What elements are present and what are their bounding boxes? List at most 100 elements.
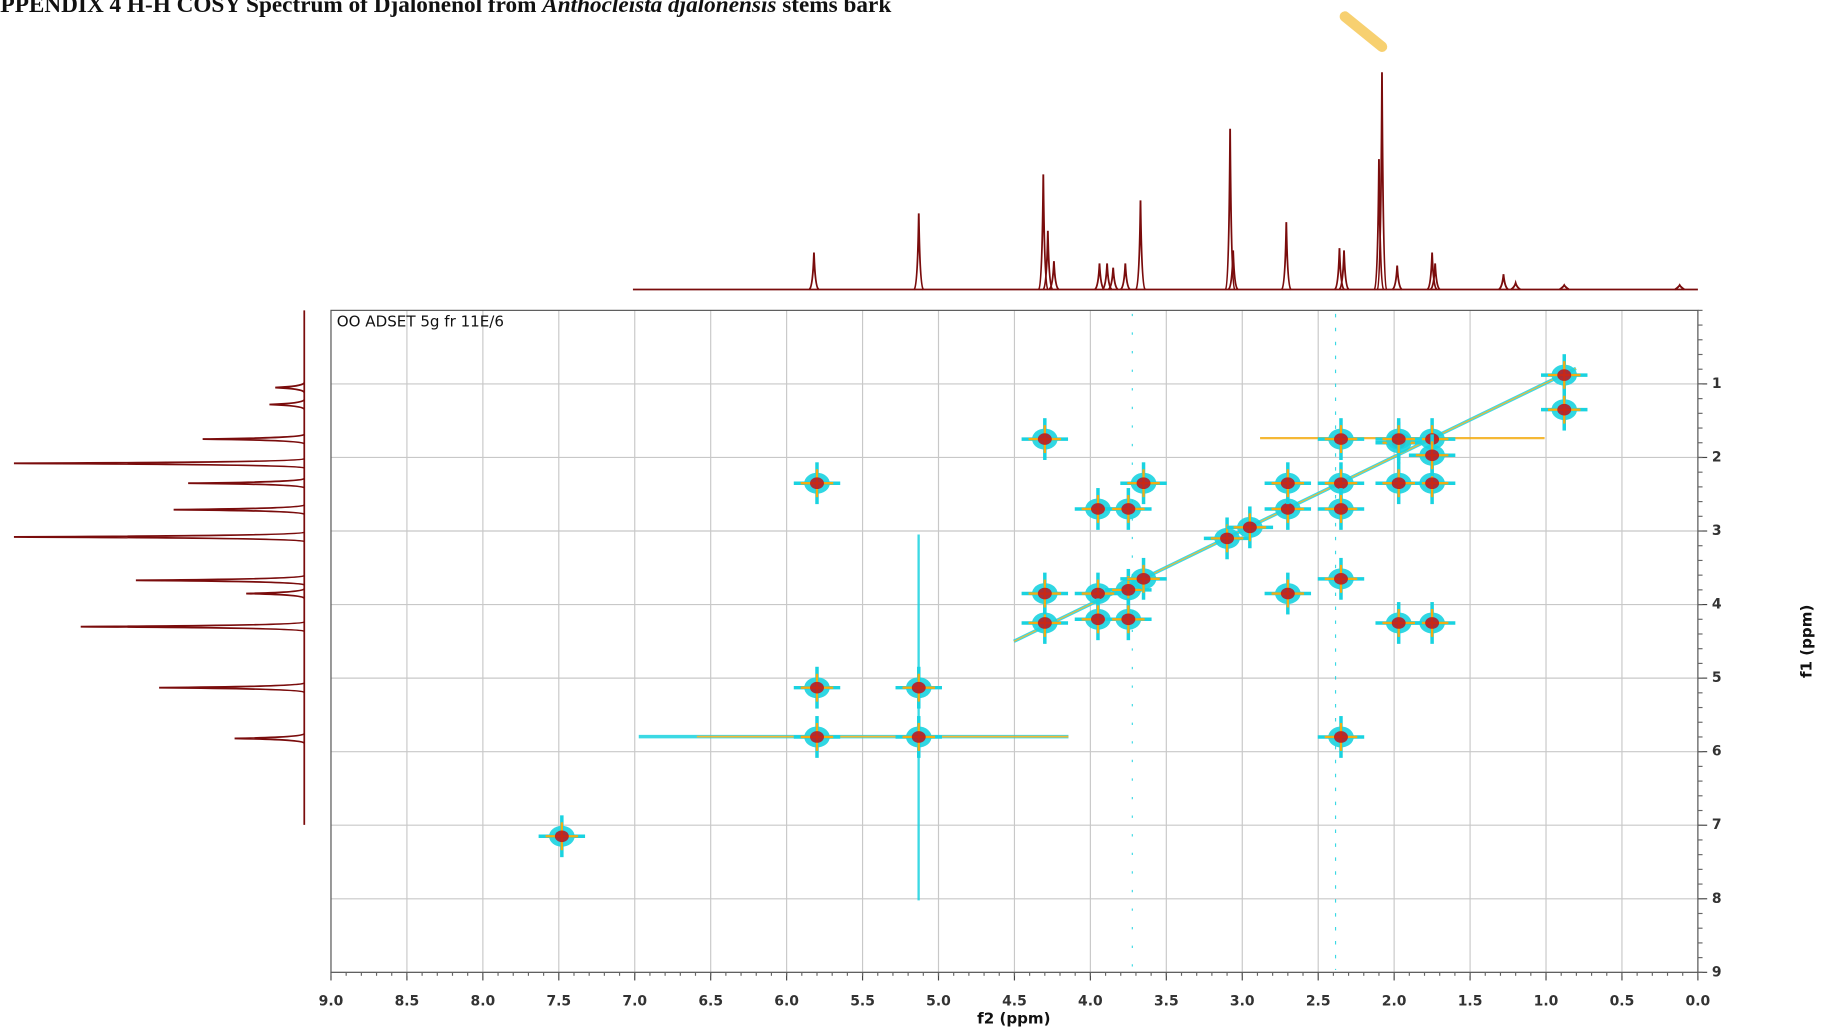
x-tick-label: 4.0 [1078,993,1103,1009]
cross-peak [793,462,841,505]
y-tick-label: 7 [1712,817,1722,833]
peak-core [1091,613,1105,626]
peak-core [1391,433,1406,445]
left-projection-peak [269,399,306,410]
peak-core [1334,573,1348,585]
x-tick-label: 5.5 [850,993,875,1009]
y-tick-label: 5 [1712,670,1722,686]
x-tick-label: 4.5 [1002,993,1027,1009]
cross-peak [1375,418,1422,460]
left-projection-peak [13,457,306,469]
top-projection-peak [1334,248,1345,291]
y-tick-label: 9 [1712,964,1722,980]
top-projection-peak [1042,230,1054,291]
peak-core [1037,617,1052,629]
peak-core [1391,617,1406,629]
top-projection-peak [1559,283,1570,291]
y-axis-label: f1 (ppm) [1798,605,1816,678]
x-tick-label: 5.0 [926,993,951,1009]
cross-peak [1375,462,1422,505]
peak-core [1220,532,1235,545]
x-tick-label: 3.5 [1154,993,1179,1009]
peak-core [1121,503,1136,515]
y-tick-label: 3 [1712,523,1722,539]
peak-core [1136,477,1151,490]
x-tick-label: 7.0 [622,993,647,1009]
y-tick-label: 8 [1712,891,1722,907]
peak-core [1334,503,1348,515]
peak-core [1280,587,1295,600]
annotation: OO ADSET 5g fr 11E/6 [337,312,504,330]
peak-core [1091,587,1105,600]
peak-core [1557,403,1572,416]
top-projection-peak [1048,261,1060,291]
peak-core [911,731,926,743]
top-projection-peak [1510,279,1521,291]
y-tick-label: 6 [1712,744,1722,760]
top-projection-peak [1338,250,1350,291]
left-projection-peak [135,574,306,586]
x-tick-label: 6.5 [698,993,723,1009]
left-projection-peak [234,732,306,744]
cross-peaks [538,354,1588,858]
peak-core [1334,477,1348,490]
top-projection-peak [1373,159,1385,291]
cross-peak [1226,506,1274,549]
cross-peak [1541,354,1588,396]
peak-core [1121,613,1136,626]
cross-peak [1074,488,1122,530]
cross-peak [1317,462,1365,505]
top-projection-peak [913,213,925,291]
top-projection-peak [808,252,820,291]
top-projection-peak [1094,263,1105,291]
cross-peak [793,666,841,709]
peak-core [810,681,824,694]
peak-core [1136,573,1151,585]
x-tick-label: 1.5 [1458,993,1483,1009]
title-end: stems bark [782,0,891,19]
left-projection-peak [13,531,306,543]
x-tick-label: 2.5 [1306,993,1331,1009]
peak-core [911,681,926,694]
cross-peak [895,666,942,709]
x-tick-label: 8.5 [395,993,420,1009]
x-tick-label: 0.5 [1610,993,1635,1009]
peak-core [1425,477,1440,490]
cross-peak [1021,418,1069,460]
peak-core [1037,587,1052,600]
top-projection-peak [1280,222,1292,291]
peak-core [1037,433,1052,445]
left-projection-peak [188,477,306,489]
x-tick-label: 8.0 [471,993,496,1009]
peak-core [1334,731,1348,743]
top-projection-peak [1227,250,1239,291]
top-projection-peak [1498,274,1509,291]
top-projection-peak [1674,283,1685,291]
x-axis-label: f2 (ppm) [977,1009,1050,1027]
top-projection-peak [1119,263,1131,291]
cross-peak [1203,517,1251,560]
peak-core [1391,477,1406,490]
x-tick-label: 1.0 [1534,993,1559,1009]
x-tick-label: 9.0 [319,993,344,1009]
left-projection-peak [275,382,306,393]
x-tick-label: 6.0 [774,993,799,1009]
top-projection-peak [1391,265,1403,291]
y-tick-label: 1 [1712,376,1722,392]
peak-core [1121,584,1136,596]
peak-core [1425,449,1440,462]
top-projection-peak [1107,267,1119,291]
cross-peak [1317,488,1365,530]
cross-peak [1264,572,1312,615]
x-tick-label: 3.0 [1230,993,1255,1009]
cross-peak [1105,598,1152,641]
cross-peak [1317,557,1365,600]
grid [330,310,1699,973]
title-text: APPENDIX 4 H-H COSY Spectrum of Djalonen… [0,0,536,19]
cross-peak [1317,716,1365,758]
top-projection-peak [1426,252,1438,291]
x-tick-label: 2.0 [1382,993,1407,1009]
cross-peak [1264,462,1312,505]
left-projection-peak [173,504,306,516]
